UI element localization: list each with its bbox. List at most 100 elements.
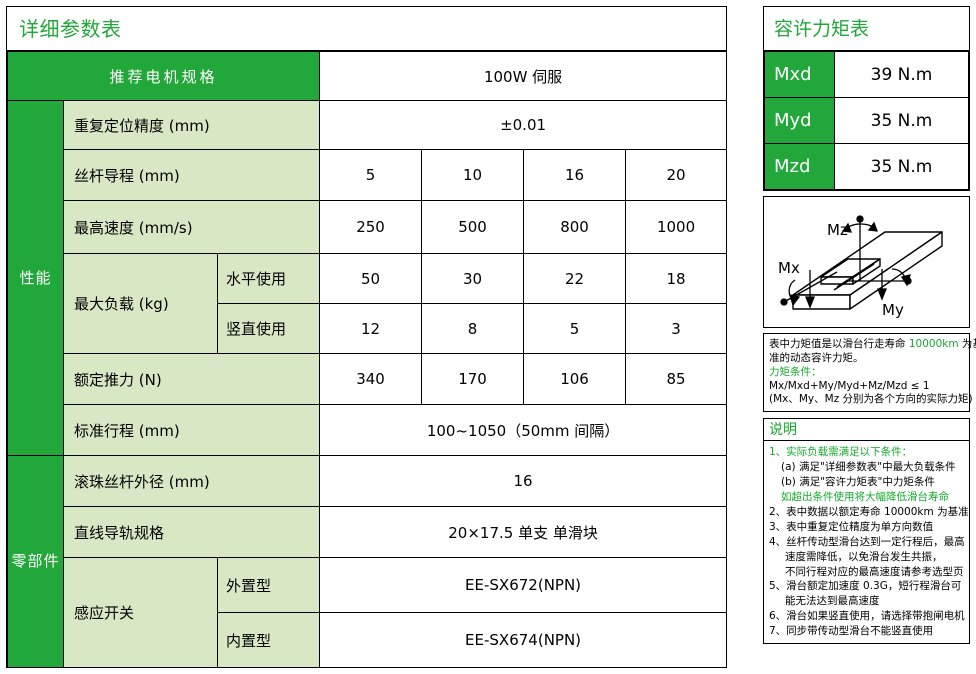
value-screw-lead-2: 10	[421, 149, 525, 201]
note-line-1c: 为基	[961, 338, 976, 350]
row-label-sensor: 感应开关	[63, 557, 218, 668]
motor-spec-label: 推荐电机规格	[6, 51, 321, 101]
value-screw-lead-1: 5	[319, 149, 423, 201]
table-row-rail-spec: 直线导轨规格 20×17.5 单支 单滑块	[8, 506, 728, 558]
row-label-rated-thrust: 额定推力 (N)	[62, 353, 321, 405]
value-max-load-h-1: 50	[319, 253, 423, 304]
value-rated-thrust-2: 170	[421, 353, 525, 405]
table-row-repeat-accuracy: 性能 重复定位精度 (mm) ±0.01	[7, 100, 728, 456]
torque-note: 表中力矩值是以滑台行走寿命 10000km 为基 准的动态容许力矩。 力矩条件：…	[763, 333, 976, 413]
value-sensor-internal: EE-SX674(NPN)	[319, 612, 728, 668]
description-item-5: 5、滑台额定加速度 0.3G，短行程滑台可	[769, 580, 962, 593]
group-label-performance: 性能	[7, 100, 64, 456]
parameter-table-wrapper: 推荐电机规格 100W 伺服 性能 重复定位精度 (mm) ±0.01 丝杆导程…	[6, 51, 728, 668]
table-row-sensor-external: 感应开关 外置型 EE-SX672(NPN)	[8, 557, 728, 668]
table-row-motor: 推荐电机规格 100W 伺服	[6, 51, 728, 101]
note-formula: Mx/Mxd+My/Myd+Mz/Mzd ≤ 1	[769, 379, 930, 392]
description-item-4c: 不同行程对应的最高速度请参考选型页	[785, 565, 964, 578]
row-label-max-load: 最大负载 (kg)	[63, 253, 218, 354]
torque-row-myd: Myd 35 N.m	[764, 97, 969, 144]
value-rail-spec: 20×17.5 单支 单滑块	[319, 506, 728, 558]
value-max-load-h-4: 18	[625, 253, 728, 304]
note-line-1a: 表中力矩值是以滑台行走寿命	[769, 338, 909, 350]
sublabel-sensor-internal: 内置型	[216, 612, 321, 668]
value-screw-lead-3: 16	[523, 149, 627, 201]
table-row-sensor-internal: 内置型 EE-SX674(NPN)	[8, 612, 728, 668]
parameter-table: 推荐电机规格 100W 伺服 性能 重复定位精度 (mm) ±0.01 丝杆导程…	[6, 51, 728, 668]
row-label-rail-spec: 直线导轨规格	[62, 506, 321, 558]
axis-label-mx: Mx	[778, 259, 800, 277]
value-max-speed-2: 500	[421, 200, 525, 254]
page-title: 详细参数表	[7, 7, 726, 51]
value-repeat-accuracy: ±0.01	[319, 100, 728, 150]
sublabel-vertical-use: 竖直使用	[216, 303, 321, 354]
torque-panel: 容许力矩表 Mxd 39 N.m Myd 35 N.m Mzd 35 N.m	[763, 6, 976, 668]
table-row-screw-lead: 丝杆导程 (mm) 5 10 16 20	[8, 149, 728, 201]
detailed-parameter-panel: 详细参数表 推荐电机规格 100W 伺服	[6, 6, 728, 668]
moment-axes-diagram: Mz Mx My	[763, 196, 970, 328]
torque-row-mxd: Mxd 39 N.m	[764, 51, 969, 98]
description-item-1c: 如超出条件使用将大幅降低滑台寿命	[781, 491, 949, 504]
value-max-speed-1: 250	[319, 200, 423, 254]
table-row-rated-thrust: 额定推力 (N) 340 170 106 85	[8, 353, 728, 405]
torque-key-mxd: Mxd	[764, 51, 835, 98]
torque-value-myd: 35 N.m	[834, 97, 969, 144]
value-sensor-external: EE-SX672(NPN)	[319, 557, 728, 613]
axis-label-mz: Mz	[827, 221, 848, 239]
row-label-repeat-accuracy: 重复定位精度 (mm)	[62, 100, 321, 150]
row-label-screw-lead: 丝杆导程 (mm)	[62, 149, 321, 201]
value-max-load-h-3: 22	[523, 253, 627, 304]
torque-table: Mxd 39 N.m Myd 35 N.m Mzd 35 N.m	[764, 51, 969, 190]
value-ballscrew-diameter: 16	[319, 455, 728, 507]
description-item-1: 1、实际负载需满足以下条件：	[769, 446, 913, 459]
value-max-load-h-2: 30	[421, 253, 525, 304]
table-row-ballscrew-diameter: 零部件 滚珠丝杆外径 (mm) 16	[7, 455, 728, 668]
description-item-2: 2、表中数据以额定寿命 10000km 为基准	[769, 505, 969, 518]
description-box: 1、实际负载需满足以下条件： (a) 满足"详细参数表"中最大负载条件 (b) …	[763, 440, 970, 645]
torque-table-box: 容许力矩表 Mxd 39 N.m Myd 35 N.m Mzd 35 N.m	[763, 6, 970, 191]
row-label-max-speed: 最高速度 (mm/s)	[62, 200, 321, 254]
note-line-2: 准的动态容许力矩。	[769, 351, 864, 364]
group-label-parts: 零部件	[7, 455, 64, 668]
description-item-4b: 速度需降低，以免滑台发生共振，	[785, 550, 943, 563]
note-legend: (Mx、My、Mz 分别为各个方向的实际力矩)	[769, 393, 973, 406]
description-item-7: 7、同步带传动型滑台不能竖直使用	[769, 625, 934, 638]
description-item-6: 6、滑台如果竖直使用，请选择带抱闸电机	[769, 610, 965, 623]
description-item-4: 4、丝杆传动型滑台达到一定行程后，最高	[769, 535, 965, 548]
torque-table-title: 容许力矩表	[764, 7, 969, 51]
torque-key-myd: Myd	[764, 97, 835, 144]
table-row-max-load-horizontal: 最大负载 (kg) 水平使用 50 30 22 18	[8, 253, 728, 354]
description-title: 说明	[763, 418, 970, 441]
value-max-speed-3: 800	[523, 200, 627, 254]
value-rated-thrust-1: 340	[319, 353, 423, 405]
sublabel-sensor-external: 外置型	[216, 557, 321, 613]
note-condition-title: 力矩条件：	[769, 365, 822, 378]
table-row-max-load-vertical: 竖直使用 12 8 5 3	[8, 303, 728, 354]
note-line-1: 表中力矩值是以滑台行走寿命 10000km 为基	[769, 338, 976, 352]
torque-value-mzd: 35 N.m	[834, 143, 969, 190]
motor-spec-value: 100W 伺服	[319, 51, 728, 101]
description-item-3: 3、表中重复定位精度为单方向数值	[769, 520, 934, 533]
description-item-5b: 能无法达到最高速度	[785, 595, 880, 608]
linear-actuator-illustration: Mz Mx My	[778, 215, 943, 319]
value-max-load-v-4: 3	[625, 303, 728, 354]
row-label-ballscrew-diameter: 滚珠丝杆外径 (mm)	[62, 455, 321, 507]
note-lifetime-value: 10000km	[908, 338, 959, 350]
value-max-speed-4: 1000	[625, 200, 728, 254]
torque-value-mxd: 39 N.m	[834, 51, 969, 98]
value-screw-lead-4: 20	[625, 149, 728, 201]
description-item-1a: (a) 满足"详细参数表"中最大负载条件	[781, 461, 956, 474]
axis-label-my: My	[882, 301, 904, 319]
torque-row-mzd: Mzd 35 N.m	[764, 143, 969, 190]
value-max-load-v-3: 5	[523, 303, 627, 354]
description-item-1b: (b) 满足"容许力矩表"中力矩条件	[781, 476, 935, 489]
table-row-max-speed: 最高速度 (mm/s) 250 500 800 1000	[8, 200, 728, 254]
torque-key-mzd: Mzd	[764, 143, 835, 190]
value-standard-stroke: 100~1050（50mm 间隔）	[319, 404, 728, 456]
value-rated-thrust-3: 106	[523, 353, 627, 405]
table-row-standard-stroke: 标准行程 (mm) 100~1050（50mm 间隔）	[8, 404, 728, 456]
value-rated-thrust-4: 85	[625, 353, 728, 405]
row-label-standard-stroke: 标准行程 (mm)	[62, 404, 321, 456]
value-max-load-v-1: 12	[319, 303, 423, 354]
